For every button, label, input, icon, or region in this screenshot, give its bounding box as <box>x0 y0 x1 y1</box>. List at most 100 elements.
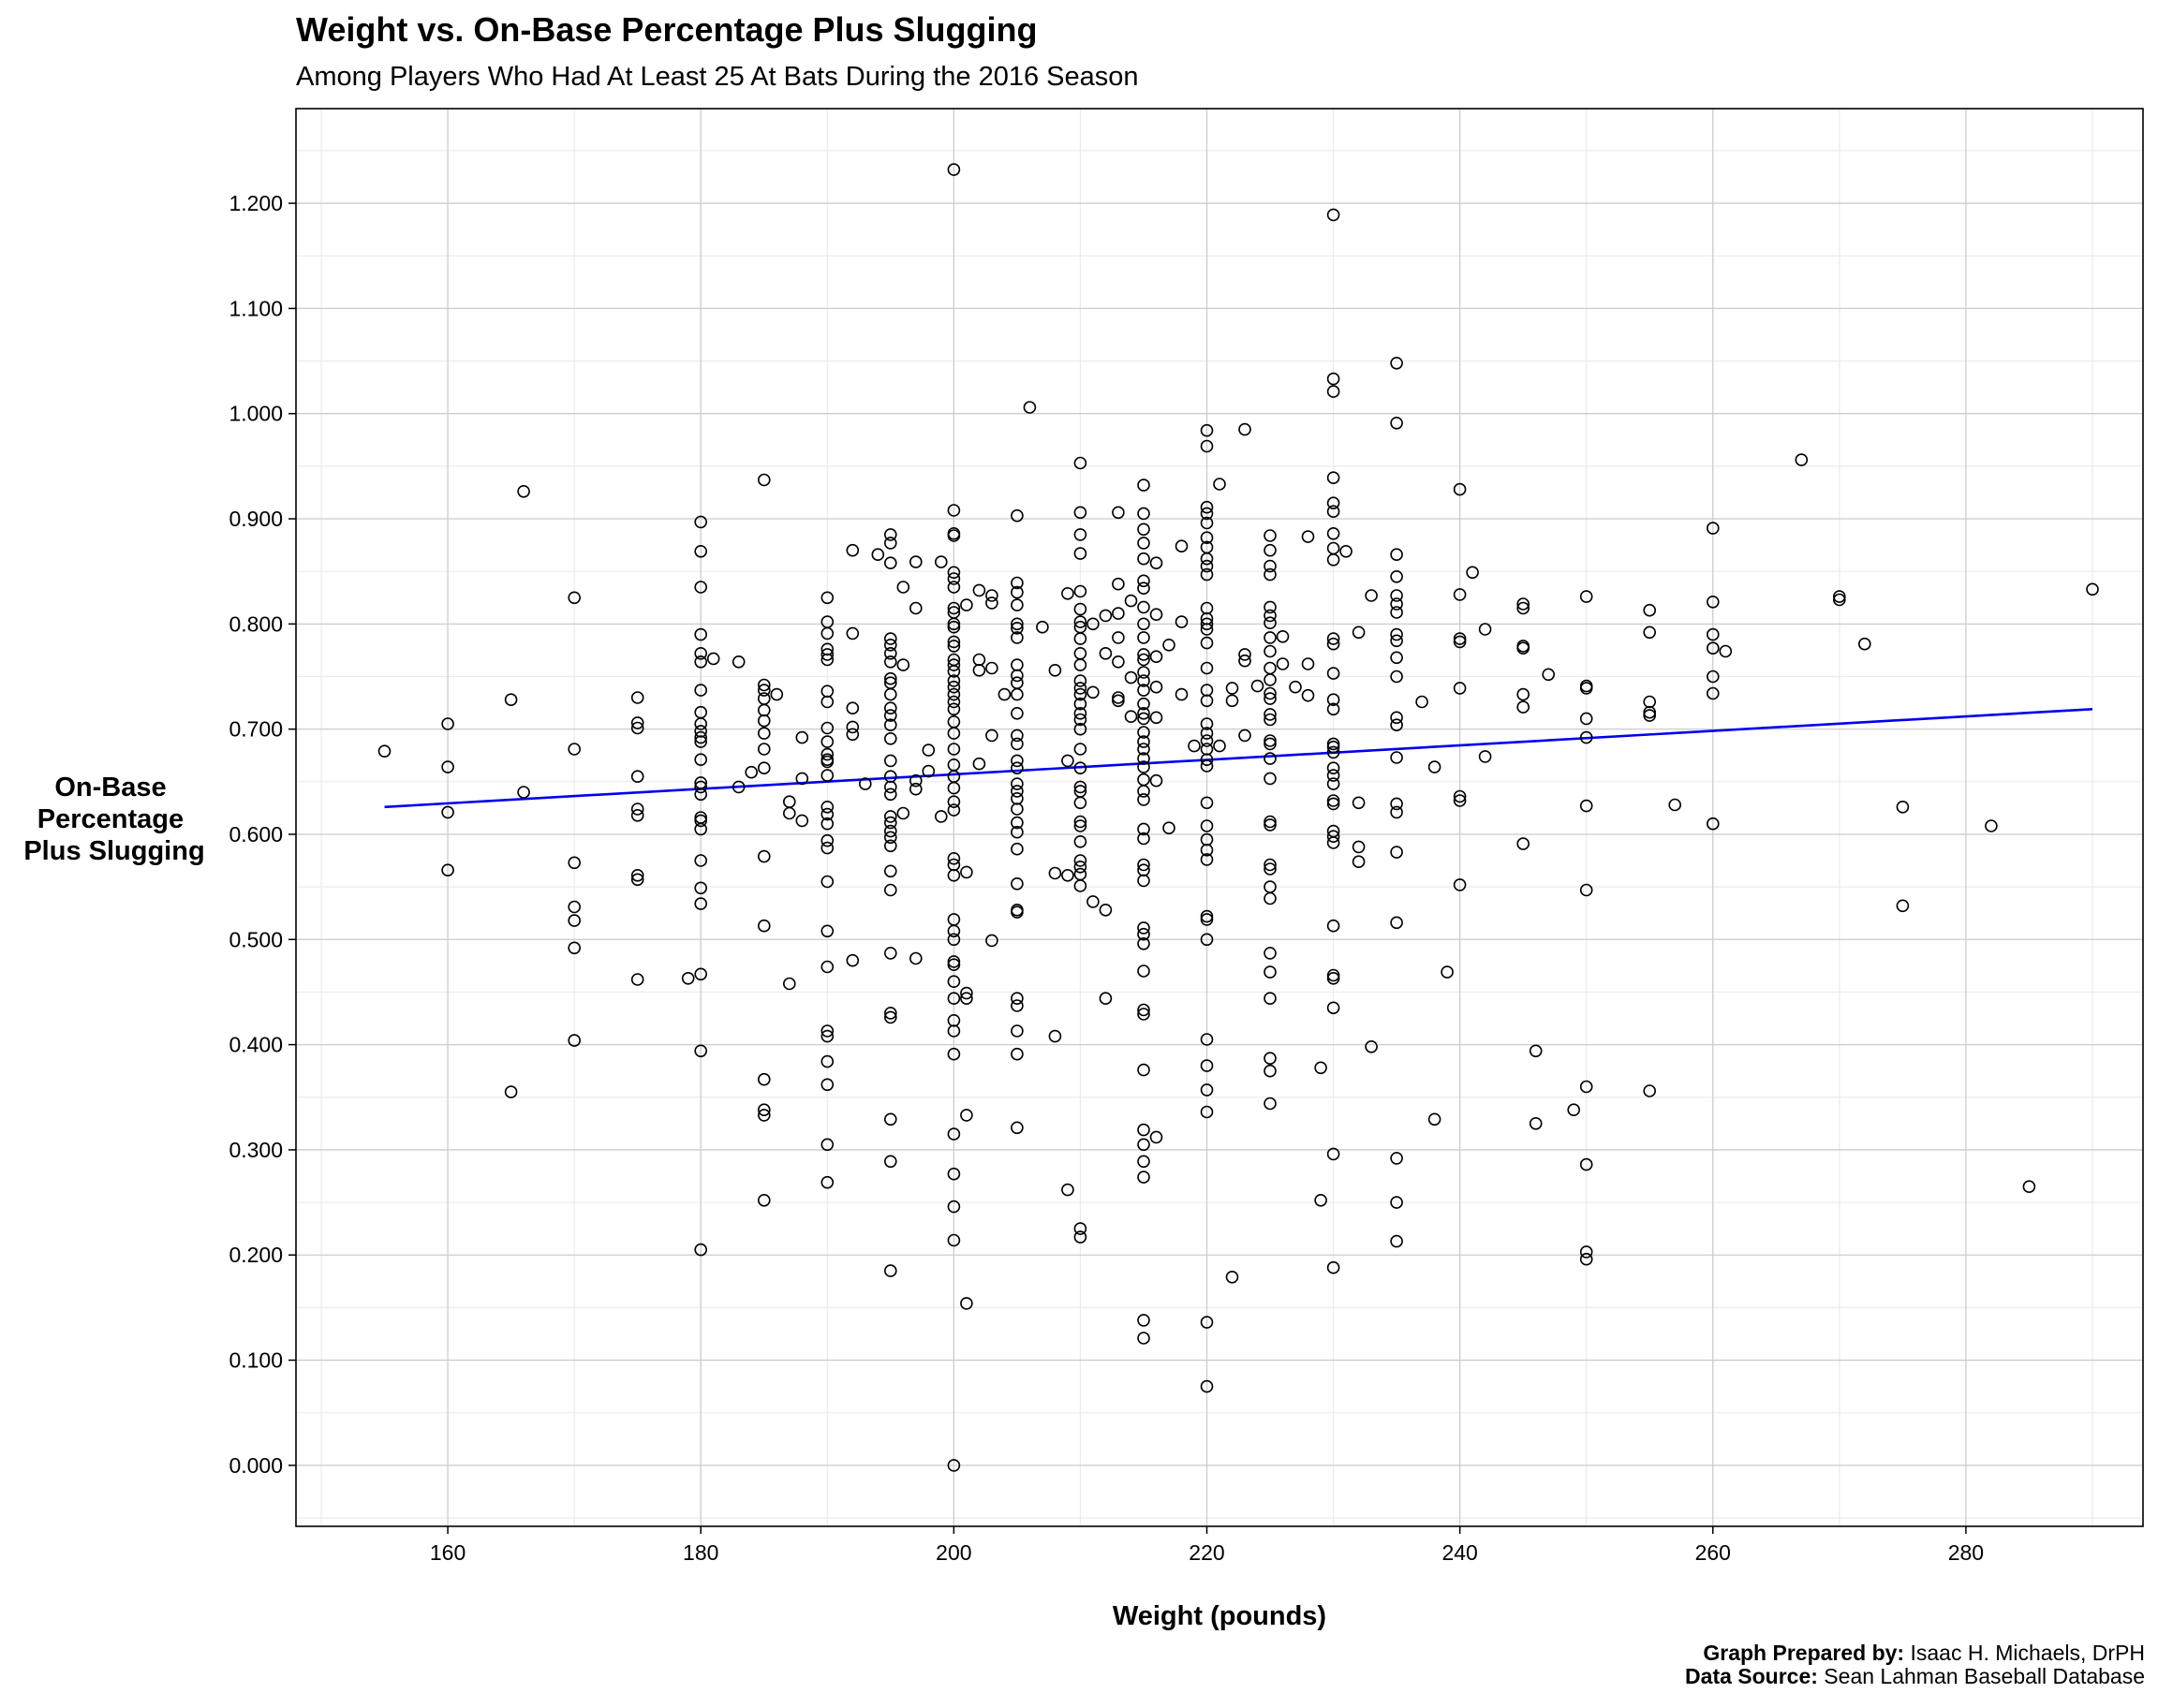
data-point <box>1061 1183 1074 1197</box>
y-axis-label-line-3: Plus Slugging <box>23 836 204 866</box>
y-tick-label: 1.200 <box>229 191 283 215</box>
data-point <box>1264 609 1277 623</box>
data-point <box>1264 858 1277 872</box>
data-point <box>947 581 961 594</box>
data-point <box>568 900 582 914</box>
data-point <box>1264 947 1277 960</box>
data-point <box>922 764 936 778</box>
data-point <box>1137 1063 1150 1077</box>
data-point <box>1200 516 1214 530</box>
data-point <box>1896 800 1910 814</box>
data-point <box>1453 482 1467 496</box>
data-point <box>1149 556 1163 570</box>
data-point <box>1264 1052 1277 1065</box>
data-point <box>1579 799 1593 813</box>
data-point <box>820 747 835 761</box>
data-point <box>1011 816 1024 830</box>
data-point <box>1073 615 1087 628</box>
data-point <box>1200 531 1214 545</box>
data-point <box>947 1459 961 1472</box>
data-point <box>1175 539 1189 553</box>
data-point <box>694 881 708 895</box>
data-point <box>694 725 708 738</box>
data-point <box>998 687 1012 701</box>
data-point <box>1326 830 1340 844</box>
y-tick-label: 0.000 <box>229 1453 283 1478</box>
data-point <box>1529 1117 1543 1130</box>
data-point <box>757 678 771 692</box>
data-point <box>757 714 771 728</box>
data-point <box>846 953 860 967</box>
data-point <box>1011 754 1024 768</box>
data-point <box>706 652 720 666</box>
data-point <box>1516 601 1530 615</box>
data-point <box>1466 566 1479 580</box>
data-point <box>1250 679 1264 693</box>
x-tick-label: 160 <box>430 1540 466 1565</box>
data-point <box>947 1127 961 1141</box>
data-point <box>1264 616 1277 630</box>
data-point <box>947 687 961 701</box>
data-point <box>1390 797 1403 811</box>
data-point <box>1301 688 1315 702</box>
data-point <box>757 743 771 756</box>
data-point <box>883 788 897 802</box>
data-point <box>1326 797 1340 811</box>
data-point <box>1200 933 1214 947</box>
data-point <box>1326 836 1340 849</box>
data-point <box>1326 505 1340 519</box>
data-point <box>1390 597 1403 611</box>
x-tick-label: 220 <box>1189 1540 1224 1565</box>
data-point <box>757 727 771 740</box>
data-point <box>947 695 961 709</box>
data-point <box>1200 913 1214 926</box>
data-point <box>1579 1157 1593 1171</box>
data-point <box>947 803 961 817</box>
data-point <box>568 1034 582 1047</box>
data-point <box>947 640 961 653</box>
data-point <box>1011 842 1024 856</box>
data-point <box>1314 1194 1327 1207</box>
data-point <box>694 780 708 794</box>
data-point <box>1453 635 1467 649</box>
data-point <box>1707 595 1720 609</box>
y-tick-label: 0.700 <box>229 717 283 742</box>
data-point <box>1579 712 1593 726</box>
data-point <box>1352 626 1366 640</box>
data-point <box>820 653 835 667</box>
y-tick-label: 0.200 <box>229 1243 283 1267</box>
data-point <box>1390 548 1403 562</box>
data-point <box>883 883 897 897</box>
data-point <box>846 720 860 734</box>
data-point <box>1137 822 1150 836</box>
data-point <box>1112 577 1125 591</box>
data-point <box>1200 909 1214 923</box>
data-point <box>1011 706 1024 720</box>
data-point <box>1011 906 1024 919</box>
data-point <box>1896 899 1910 913</box>
data-point <box>1011 576 1024 590</box>
data-point <box>1579 1245 1593 1259</box>
data-point <box>1264 1097 1277 1111</box>
data-point <box>1668 798 1681 812</box>
data-point <box>820 695 835 709</box>
data-point <box>1264 891 1277 906</box>
data-point <box>630 868 644 882</box>
data-point <box>947 851 961 865</box>
data-point <box>1073 819 1087 832</box>
data-point <box>1314 1061 1327 1075</box>
data-point <box>820 626 835 640</box>
data-point <box>1326 745 1340 759</box>
data-point <box>1264 708 1277 721</box>
data-point <box>1200 1105 1214 1119</box>
data-point <box>1137 631 1150 644</box>
data-point <box>1200 623 1214 636</box>
data-point <box>947 743 961 756</box>
data-point <box>1137 773 1150 787</box>
data-point <box>820 735 835 748</box>
data-point <box>1200 661 1214 675</box>
data-point <box>1390 718 1403 732</box>
data-point <box>1073 860 1087 874</box>
data-point <box>1099 609 1113 623</box>
data-point <box>960 986 973 1000</box>
